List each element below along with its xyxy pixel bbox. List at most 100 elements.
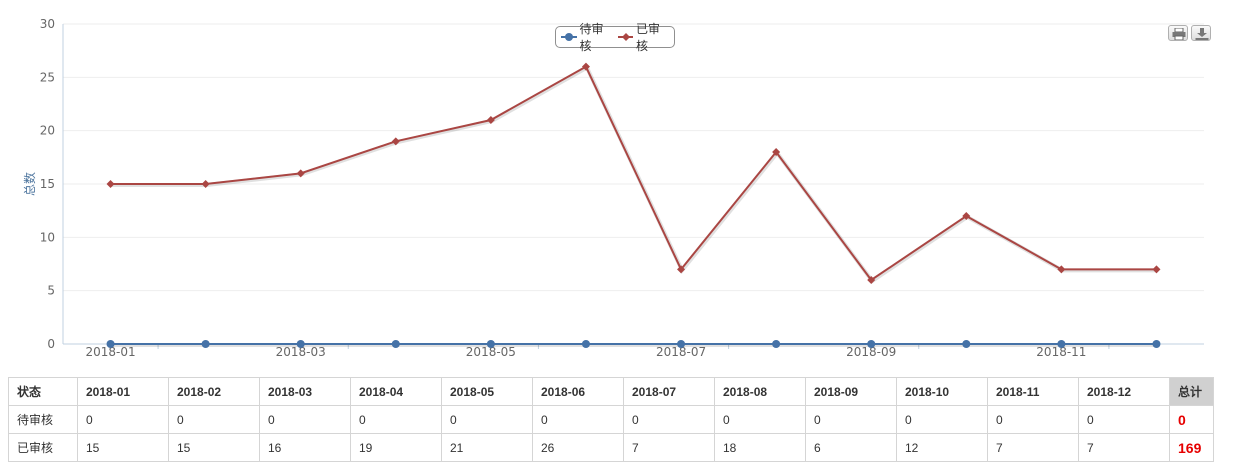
header-cell: 2018-08: [714, 377, 806, 406]
table-cell: 6: [805, 433, 897, 462]
data-point: [772, 340, 781, 348]
y-axis-title: 总数: [22, 172, 37, 196]
y-tick-label: 5: [47, 284, 55, 298]
print-button[interactable]: [1168, 25, 1188, 41]
y-tick-label: 10: [40, 230, 55, 244]
data-point: [962, 340, 971, 348]
table-cell: 21: [441, 433, 533, 462]
table-cell: 15: [168, 433, 260, 462]
data-point: [201, 180, 210, 188]
table-cell: 18: [714, 433, 806, 462]
data-point: [106, 180, 115, 188]
chart-axes: [62, 24, 1204, 349]
table-cell: 12: [896, 433, 988, 462]
data-point: [962, 212, 971, 220]
table-cell: 0: [623, 405, 715, 434]
table-cell: 19: [350, 433, 442, 462]
data-point: [677, 340, 686, 348]
chart-legend: 待审核 已审核: [555, 22, 675, 53]
table-header-row: 状态 2018-01 2018-02 2018-03 2018-04 2018-…: [8, 377, 1214, 406]
header-cell: 2018-01: [77, 377, 169, 406]
data-table: 状态 2018-01 2018-02 2018-03 2018-04 2018-…: [8, 377, 1214, 462]
x-tick-label: 2018-11: [1036, 345, 1086, 359]
legend-marker-diamond: [617, 33, 634, 41]
data-point: [1152, 265, 1161, 274]
data-point: [391, 340, 400, 348]
data-point: [486, 340, 495, 348]
header-cell: 2018-12: [1078, 377, 1170, 406]
grid-lines: [63, 23, 1204, 292]
y-tick-label: 30: [40, 17, 55, 31]
table-cell: 7: [987, 433, 1079, 462]
legend-item-pending[interactable]: 待审核: [561, 20, 615, 54]
y-tick-label: 25: [40, 70, 55, 84]
data-point: [581, 340, 590, 348]
table-cell: 0: [350, 405, 442, 434]
y-tick-label: 20: [40, 124, 55, 138]
legend-item-reviewed[interactable]: 已审核: [617, 20, 672, 54]
table-cell: 0: [987, 405, 1079, 434]
header-cell: 2018-09: [805, 377, 897, 406]
table-cell: 15: [77, 433, 169, 462]
data-point: [1152, 340, 1161, 348]
header-cell: 2018-06: [532, 377, 624, 406]
legend-marker-circle: [561, 33, 577, 41]
header-cell: 2018-11: [987, 377, 1079, 406]
data-point: [106, 340, 115, 348]
data-point: [772, 148, 781, 156]
table-row: 已审核 15 15 16 19 21 26 7 18 6 12 7 7 169: [8, 433, 1214, 462]
data-point: [296, 340, 305, 348]
table-cell: 0: [714, 405, 806, 434]
data-point: [486, 116, 495, 124]
x-tick-label: 2018-05: [466, 345, 516, 359]
header-cell: 状态: [8, 377, 78, 406]
header-cell: 2018-10: [896, 377, 988, 406]
data-point: [867, 340, 876, 348]
table-cell: 0: [1078, 405, 1170, 434]
y-tick-label: 15: [40, 177, 55, 191]
series-line: [110, 65, 1157, 282]
table-cell: 0: [532, 405, 624, 434]
download-icon: [1195, 28, 1209, 40]
data-point: [867, 276, 876, 284]
legend-label: 已审核: [636, 22, 661, 53]
table-cell: 0: [77, 405, 169, 434]
row-label: 待审核: [8, 405, 78, 434]
x-tick-label: 2018-01: [85, 345, 135, 359]
y-tick-labels: 0 5 10 15 20 25 30: [40, 17, 55, 351]
header-cell: 2018-07: [623, 377, 715, 406]
row-label: 已审核: [8, 433, 78, 462]
data-point: [201, 340, 210, 348]
series-line-shadow: [111, 64, 1158, 284]
legend-label: 待审核: [579, 22, 604, 53]
table-cell: 0: [805, 405, 897, 434]
data-point: [296, 169, 305, 178]
data-point: [1057, 340, 1066, 348]
table-cell: 26: [532, 433, 624, 462]
series-group: [106, 62, 1161, 348]
table-cell: 7: [1078, 433, 1170, 462]
data-point: [677, 265, 686, 274]
header-cell: 2018-04: [350, 377, 442, 406]
header-cell-total: 总计: [1169, 377, 1214, 406]
table-cell: 16: [259, 433, 351, 462]
table-cell: 0: [168, 405, 260, 434]
table-cell: 0: [441, 405, 533, 434]
header-cell: 2018-03: [259, 377, 351, 406]
header-cell: 2018-05: [441, 377, 533, 406]
x-tick-label: 2018-07: [656, 345, 706, 359]
export-button[interactable]: [1191, 25, 1211, 41]
x-tick-label: 2018-03: [276, 345, 326, 359]
x-tick-labels: 2018-01 2018-03 2018-05 2018-07 2018-09 2018-…: [85, 345, 1086, 359]
table-cell: 7: [623, 433, 715, 462]
x-tick-label: 2018-09: [846, 345, 896, 359]
total-cell: 169: [1169, 433, 1214, 462]
data-point: [581, 62, 590, 71]
total-cell: 0: [1169, 405, 1214, 434]
table-cell: 0: [259, 405, 351, 434]
y-tick-label: 0: [47, 337, 55, 351]
data-point: [1057, 265, 1066, 274]
data-point: [391, 137, 400, 146]
print-icon: [1172, 28, 1186, 40]
